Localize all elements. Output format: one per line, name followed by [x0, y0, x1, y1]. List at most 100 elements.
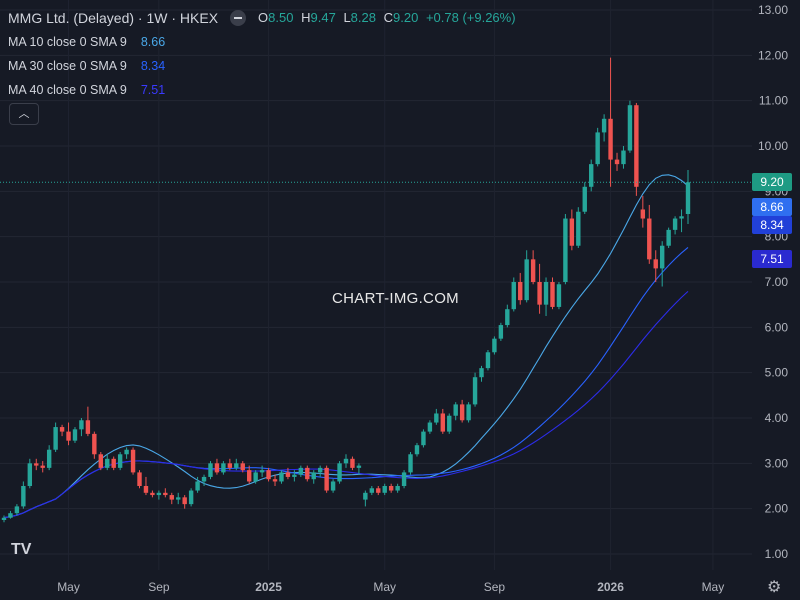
close-key: C: [383, 10, 393, 25]
candle-body: [388, 486, 394, 491]
y-axis[interactable]: 1.002.003.004.005.006.007.008.009.0010.0…: [758, 3, 788, 561]
candle-body: [595, 132, 600, 165]
candle-body: [421, 431, 426, 446]
candle-body: [279, 472, 284, 482]
candle-body: [505, 309, 510, 326]
candle-body: [330, 481, 336, 491]
candle-body: [214, 463, 220, 473]
candle-body: [137, 472, 142, 486]
legend: MMG Ltd. (Delayed) · 1W · HKEX O8.50 H9.…: [8, 6, 520, 102]
indicator-ma10[interactable]: MA 10 close 0 SMA 9 8.66: [8, 30, 520, 54]
candle-body: [92, 433, 97, 455]
candle-body: [188, 490, 194, 505]
candle-body: [208, 463, 213, 477]
candle-body: [414, 445, 420, 455]
ma10-price-tag: 8.66: [760, 200, 784, 214]
ma30-price-tag-bg: [752, 216, 792, 234]
grid: [0, 0, 752, 570]
candle-body: [8, 513, 13, 518]
y-tick-label: 11.00: [759, 94, 788, 108]
candle-body: [427, 422, 433, 432]
candle-body: [66, 431, 71, 441]
y-tick-label: 4.00: [765, 411, 789, 425]
last-price-tag-bg: [752, 173, 792, 191]
candle-body: [163, 492, 168, 496]
candle-body: [14, 506, 20, 514]
symbol-title[interactable]: MMG Ltd. (Delayed) · 1W · HKEX: [8, 10, 219, 26]
candle-body: [1, 517, 7, 520]
candle-body: [434, 413, 439, 423]
high-key: H: [301, 10, 311, 25]
ma10-price-tag-bg: [752, 198, 792, 216]
candle-body: [569, 218, 575, 246]
candle-body: [550, 282, 555, 307]
candle-body: [176, 497, 181, 500]
candle-body: [640, 209, 646, 219]
candle-body: [621, 150, 626, 165]
candle-body: [111, 458, 116, 468]
candle-body: [447, 415, 452, 432]
candle-body: [672, 218, 678, 230]
candle-body: [305, 467, 310, 480]
tradingview-logo[interactable]: TV: [11, 541, 32, 558]
y-tick-label: 2.00: [765, 502, 789, 516]
candle-body: [21, 486, 26, 507]
x-tick-label: May: [702, 580, 725, 594]
ma30-price-tag: 8.34: [760, 218, 784, 232]
x-axis[interactable]: May Sep 2025 May Sep 2026 May: [57, 580, 724, 594]
candle-body: [472, 377, 478, 405]
candle-body: [311, 472, 316, 480]
ma-line: [3, 246, 689, 519]
candle-body: [524, 259, 529, 301]
candle-body: [666, 229, 671, 246]
low-key: L: [343, 10, 351, 25]
candle-body: [582, 186, 587, 212]
y-tick-label: 5.00: [765, 366, 789, 380]
x-tick-label: Sep: [148, 580, 170, 594]
gear-icon[interactable]: ⚙: [767, 579, 782, 596]
candle-body: [53, 427, 58, 450]
candle-body: [363, 492, 368, 500]
candle-body: [518, 282, 523, 301]
collapse-legend-button[interactable]: ︿: [9, 103, 39, 125]
candle-body: [498, 325, 504, 339]
candle-body: [72, 429, 78, 441]
candle-body: [143, 486, 149, 493]
candle-body: [627, 105, 633, 151]
indicator-value: 8.34: [140, 59, 166, 73]
candle-body: [440, 413, 445, 432]
indicator-ma30[interactable]: MA 30 close 0 SMA 9 8.34: [8, 54, 520, 78]
y-tick-label: 7.00: [765, 275, 789, 289]
candle-body: [556, 284, 562, 307]
candle-body: [511, 282, 516, 310]
candle-body: [466, 404, 471, 421]
candle-body: [46, 449, 52, 468]
candle-body: [614, 159, 620, 165]
x-tick-label: May: [373, 580, 396, 594]
candle-body: [182, 497, 187, 505]
candle-body: [563, 218, 568, 282]
eye-toggle-icon[interactable]: [230, 10, 247, 26]
candle-body: [117, 454, 123, 468]
candle-body: [543, 282, 549, 305]
candle-body: [685, 182, 691, 214]
candle-body: [40, 465, 45, 468]
candle-body: [272, 479, 278, 482]
candle-body: [298, 467, 304, 475]
candle-body: [195, 481, 200, 491]
chevron-up-icon: ︿: [18, 108, 30, 120]
candle-body: [124, 449, 129, 455]
candle-body: [369, 488, 375, 493]
candle-body: [492, 338, 497, 353]
candle-body: [453, 404, 458, 416]
y-tick-label: 12.00: [758, 48, 788, 62]
indicator-ma40[interactable]: MA 40 close 0 SMA 9 7.51: [8, 78, 520, 102]
open-value: 8.50: [268, 10, 294, 25]
candle-body: [679, 216, 684, 219]
candle-body: [79, 420, 84, 430]
candle-body: [601, 118, 607, 133]
candle-body: [98, 454, 103, 468]
candle-body: [459, 404, 465, 421]
indicator-value: 8.66: [140, 35, 166, 49]
